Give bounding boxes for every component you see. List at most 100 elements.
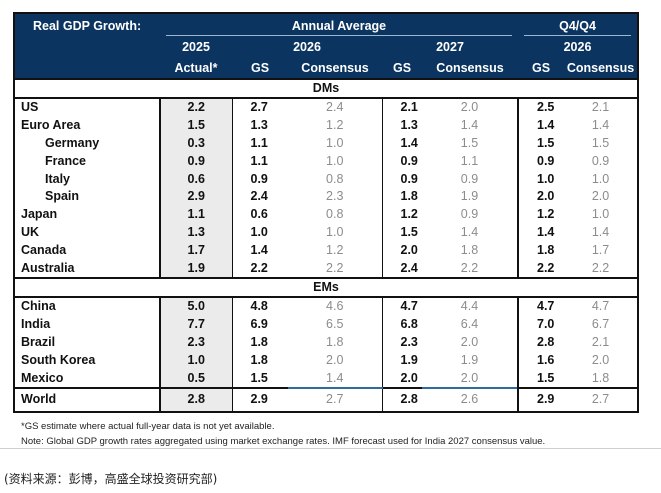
country-name: Germany	[45, 135, 100, 150]
consensus-2027-value: 0.9	[460, 207, 479, 222]
actual-2025-value: 1.3	[159, 223, 233, 242]
table-row-em: India 7.7 6.9 6.5 6.8 6.4 7.0 6.7	[14, 315, 638, 334]
country-name: UK	[21, 224, 40, 239]
consensus-2026-value: 0.8	[326, 171, 344, 186]
consensus-2026-value: 1.4	[326, 370, 344, 385]
gs-q4-2026-value: 7.0	[517, 315, 564, 334]
table-title: Real GDP Growth:	[14, 13, 160, 36]
consensus-q4-2026-value: 1.0	[591, 171, 610, 186]
header-spacer	[14, 36, 160, 57]
consensus-2027-value: 1.4	[460, 118, 479, 133]
gs-q4-2026-value: 2.9	[517, 386, 564, 412]
table-row-dm: US 2.2 2.7 2.4 2.1 2.0 2.5 2.1	[14, 98, 638, 117]
consensus-2027-value: 1.1	[460, 153, 479, 168]
gs-2027-value: 2.4	[381, 259, 422, 278]
consensus-2026-value: 1.2	[326, 242, 344, 257]
gs-q4-2026-value: 1.8	[517, 241, 564, 260]
table-row-dm: Australia 1.9 2.2 2.2 2.4 2.2 2.2 2.2	[14, 259, 638, 278]
gs-2027-value: 1.5	[381, 223, 422, 242]
gs-2026-value: 2.9	[231, 386, 288, 412]
country-name: Australia	[21, 260, 75, 275]
gs-2026-value: 2.2	[231, 259, 288, 278]
actual-2025-value: 0.3	[159, 134, 233, 153]
gs-2026-value: 1.0	[231, 223, 288, 242]
consensus-2027-value: 1.4	[460, 224, 479, 239]
consensus-2027-value: 2.0	[460, 100, 479, 115]
actual-2025-value: 2.8	[159, 386, 233, 412]
gs-2026-value: 1.8	[231, 351, 288, 370]
consensus-2027-value: 2.6	[422, 386, 518, 412]
gs-q4-2026-value: 1.5	[517, 134, 564, 153]
consensus-q4-2026-value: 0.9	[591, 153, 610, 168]
gs-2026-value: 1.1	[231, 152, 288, 171]
actual-2025-value: 5.0	[159, 296, 233, 316]
gs-q4-2026-value: 2.0	[517, 187, 564, 206]
section-label-ems: EMs	[14, 276, 639, 298]
consensus-2027-value: 1.8	[460, 242, 479, 257]
actual-2025-value: 0.6	[159, 170, 233, 188]
consensus-2027-value: 0.9	[460, 171, 479, 186]
actual-2025-value: 0.5	[159, 369, 233, 388]
table-row-em: Brazil 2.3 1.8 1.8 2.3 2.0 2.8 2.1	[14, 333, 638, 352]
gs-2026-value: 1.1	[231, 134, 288, 153]
table-row-dm: France 0.9 1.1 1.0 0.9 1.1 0.9 0.9	[14, 152, 638, 171]
footnote-text: *GS estimate where actual full-year data…	[21, 420, 275, 432]
consensus-2026-value: 2.0	[326, 352, 344, 367]
consensus-q4-2026-value: 1.4	[591, 224, 610, 239]
gs-2027-value: 4.7	[381, 296, 422, 316]
gs-q4-2026-value: 1.6	[517, 351, 564, 370]
actual-2025-value: 1.1	[159, 205, 233, 224]
country-name: Mexico	[21, 370, 64, 385]
consensus-2026-value: 1.8	[326, 334, 344, 349]
col-header-consensus-2027: Consensus	[422, 57, 518, 80]
consensus-2026-value: 2.7	[288, 386, 382, 412]
consensus-q4-2026-value: 6.7	[591, 317, 610, 332]
consensus-2026-value: 1.0	[326, 135, 344, 150]
country-name: South Korea	[21, 352, 96, 367]
annual-average-label: Annual Average	[166, 17, 512, 36]
consensus-q4-2026-value: 1.0	[591, 207, 610, 222]
consensus-2026-value: 1.0	[326, 224, 344, 239]
note-text: Note: Global GDP growth rates aggregated…	[21, 435, 546, 447]
table-row-world: World 2.8 2.9 2.7 2.8 2.6 2.9 2.7	[14, 386, 639, 412]
gs-q4-2026-value: 1.0	[517, 170, 564, 188]
consensus-q4-2026-value: 1.5	[591, 135, 610, 150]
col-header-consensus-q4: Consensus	[564, 57, 639, 80]
gs-2027-value: 2.0	[381, 369, 422, 388]
header-spacer	[14, 57, 160, 80]
gs-2026-value: 1.4	[231, 241, 288, 260]
consensus-q4-2026-value: 2.1	[591, 100, 610, 115]
consensus-2027-value: 1.9	[460, 352, 479, 367]
col-header-gs-q4: GS	[518, 57, 564, 80]
gs-2027-value: 1.9	[381, 351, 422, 370]
header-group-annual-average: Annual Average	[160, 13, 518, 36]
consensus-2026-value: 2.4	[326, 100, 344, 115]
gs-q4-2026-value: 2.2	[517, 259, 564, 278]
gs-2026-value: 0.9	[231, 170, 288, 188]
section-label-dms: DMs	[14, 78, 639, 99]
source-caption: (资料来源：彭博，高盛全球投资研究部)	[4, 472, 218, 486]
table-row-dm: Italy 0.6 0.9 0.8 0.9 0.9 1.0 1.0	[14, 170, 638, 188]
col-header-consensus-2026: Consensus	[288, 57, 382, 80]
actual-2025-value: 1.9	[159, 259, 233, 278]
table-row-dm: UK 1.3 1.0 1.0 1.5 1.4 1.4 1.4	[14, 223, 638, 242]
table-row-dm: Spain 2.9 2.4 2.3 1.8 1.9 2.0 2.0	[14, 187, 638, 206]
consensus-2027-value: 1.5	[460, 135, 479, 150]
consensus-2026-value: 6.5	[326, 317, 344, 332]
q4-year-2026-header: 2026	[518, 36, 639, 57]
actual-2025-value: 1.7	[159, 241, 233, 260]
gs-q4-2026-value: 1.2	[517, 205, 564, 224]
actual-2025-value: 2.3	[159, 333, 233, 352]
gs-2026-value: 2.4	[231, 187, 288, 206]
header-group-q4q4: Q4/Q4	[518, 13, 639, 36]
table-row-dm: Euro Area 1.5 1.3 1.2 1.3 1.4 1.4 1.4	[14, 116, 638, 135]
gs-q4-2026-value: 0.9	[517, 152, 564, 171]
consensus-q4-2026-value: 2.7	[564, 386, 639, 412]
gs-2026-value: 6.9	[231, 315, 288, 334]
gs-2026-value: 2.7	[231, 98, 288, 117]
gs-2026-value: 4.8	[231, 296, 288, 316]
country-name: World	[14, 386, 160, 412]
col-header-gs-2026: GS	[232, 57, 288, 80]
consensus-q4-2026-value: 2.0	[591, 352, 610, 367]
consensus-2027-value: 2.2	[460, 260, 479, 275]
